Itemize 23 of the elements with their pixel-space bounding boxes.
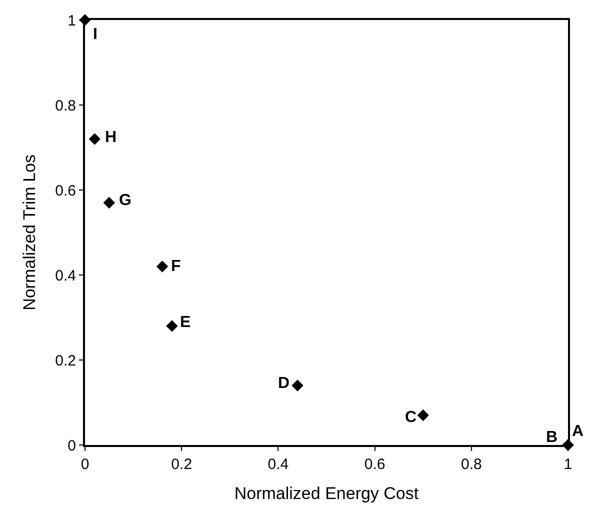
- annotation: D: [278, 375, 290, 392]
- x-axis-title: Normalized Energy Cost: [234, 484, 419, 503]
- y-tick-label: 0.2: [55, 352, 76, 370]
- annotation: F: [171, 258, 181, 275]
- annotation: H: [105, 129, 117, 146]
- x-tick-label: 0: [80, 456, 90, 473]
- annotation: A: [572, 423, 584, 440]
- y-axis-title: Normalized Trim Los: [20, 154, 40, 310]
- x-tick-label: 0.4: [268, 456, 289, 473]
- y-tick-label: 0.4: [55, 267, 76, 284]
- x-tick-label: 0.2: [171, 456, 192, 473]
- y-tick-label: 0: [68, 437, 76, 454]
- y-tick-label: 0.8: [55, 97, 76, 114]
- annotation: C: [405, 409, 417, 426]
- y-tick-label: 0.6: [55, 182, 76, 200]
- y-tick-label: 1: [68, 12, 76, 30]
- x-tick-label: 0.6: [364, 456, 386, 473]
- annotation: G: [119, 192, 132, 209]
- x-tick-label: 1: [564, 456, 572, 473]
- x-tick-label: 0.8: [460, 456, 482, 473]
- annotation: I: [93, 26, 98, 43]
- annotation: B: [546, 429, 558, 446]
- annotation: E: [180, 314, 191, 331]
